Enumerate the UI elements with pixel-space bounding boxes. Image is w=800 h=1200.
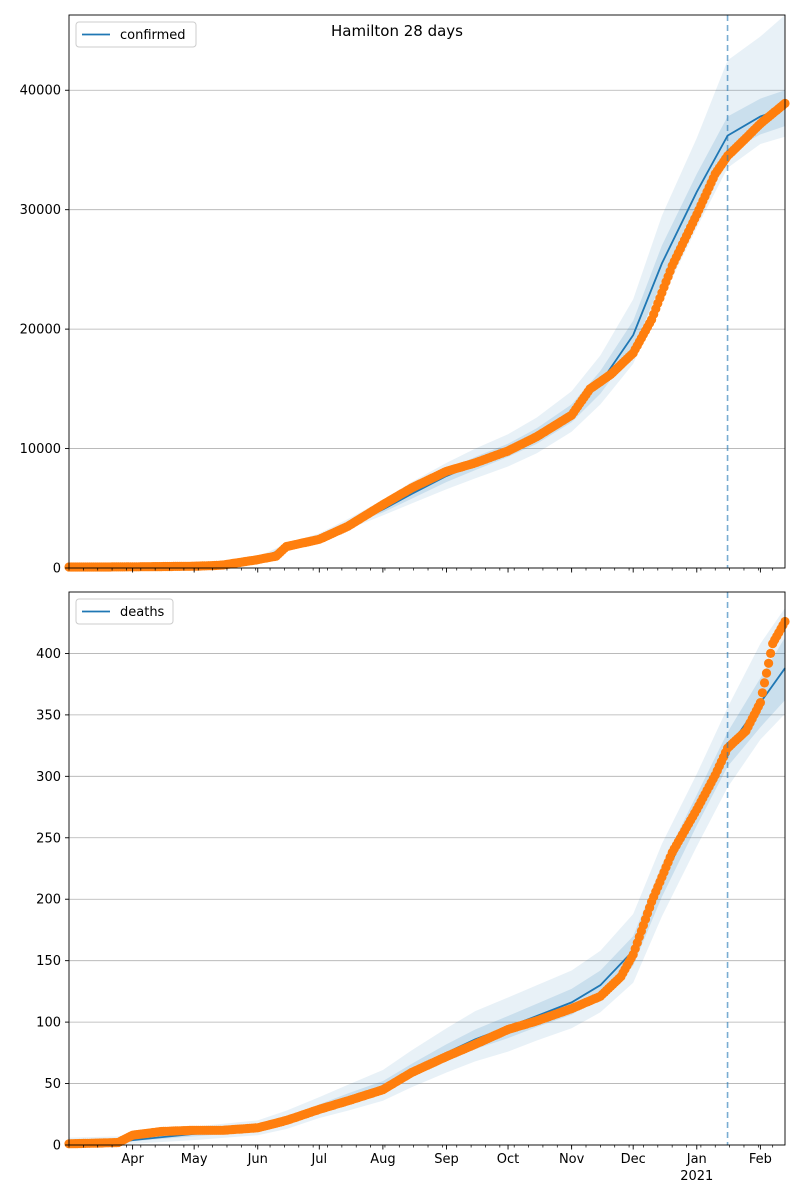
axes-frame bbox=[68, 591, 786, 1146]
y-tick-label: 0 bbox=[53, 562, 61, 577]
y-tick-label: 40000 bbox=[20, 84, 61, 99]
model-line-confirmed bbox=[68, 107, 786, 569]
observed-point bbox=[761, 668, 772, 678]
observed-point bbox=[757, 688, 768, 698]
x-tick-label: Aug bbox=[370, 1152, 395, 1167]
x-tick-label: Dec bbox=[621, 1152, 646, 1167]
y-tick-label: 20000 bbox=[20, 323, 61, 338]
legend-box bbox=[75, 598, 174, 625]
y-tick-label: 200 bbox=[36, 893, 61, 908]
x-tick-label: Sep bbox=[434, 1152, 459, 1167]
y-tick-label: 0 bbox=[53, 1139, 61, 1154]
observed-point bbox=[759, 678, 770, 688]
x-tick-label: Feb bbox=[749, 1152, 772, 1167]
observed-point bbox=[766, 648, 776, 659]
x-tick-label: Jul bbox=[310, 1152, 327, 1167]
y-tick-label: 10000 bbox=[20, 442, 61, 457]
x-tick-label: Nov bbox=[559, 1152, 585, 1167]
legend-label: confirmed bbox=[120, 28, 186, 43]
deaths-panel: 0 50 100 150 200 250 300 350 400 Apr May Jun Jul Aug S… bbox=[36, 591, 790, 1184]
x-tick-label: Jan bbox=[686, 1152, 707, 1167]
y-tick-label: 150 bbox=[36, 954, 61, 969]
legend-label: deaths bbox=[120, 605, 165, 620]
x-tick-label: Oct bbox=[497, 1152, 519, 1167]
x-tick-label: Apr bbox=[121, 1152, 144, 1167]
x-tick-label: Jun bbox=[247, 1152, 268, 1167]
legend-box bbox=[75, 21, 197, 48]
y-tick-label: 300 bbox=[36, 770, 61, 785]
y-tick-label: 50 bbox=[44, 1077, 61, 1092]
y-tick-label: 350 bbox=[36, 708, 61, 723]
observed-point bbox=[764, 658, 774, 668]
chart-title: Hamilton 28 days bbox=[331, 22, 463, 40]
y-tick-label: 250 bbox=[36, 831, 61, 846]
axes-frame bbox=[68, 14, 786, 569]
y-tick-label: 100 bbox=[36, 1016, 61, 1031]
y-tick-label: 30000 bbox=[20, 203, 61, 218]
y-tick-label: 400 bbox=[36, 647, 61, 662]
x-year-label: 2021 bbox=[680, 1169, 713, 1184]
outer-uncertainty-band bbox=[69, 15, 785, 568]
x-tick-label: May bbox=[181, 1152, 208, 1167]
confirmed-panel: 0 10000 20000 30000 40000 confirmed bbox=[20, 14, 790, 577]
observed-point bbox=[755, 698, 766, 708]
